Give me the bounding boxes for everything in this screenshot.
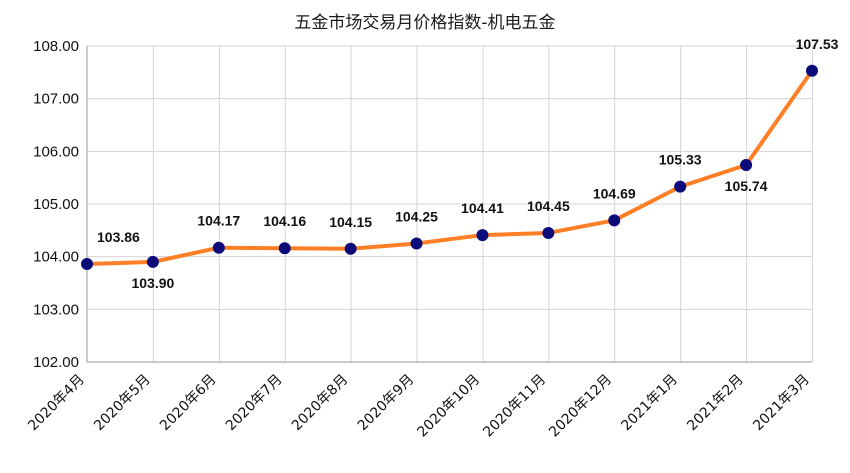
x-tick-label: 2020年5月 bbox=[91, 372, 154, 435]
data-point bbox=[542, 226, 555, 239]
data-point bbox=[674, 180, 687, 193]
data-point bbox=[81, 258, 93, 271]
x-tick-label: 2020年8月 bbox=[289, 372, 352, 435]
data-label: 104.69 bbox=[593, 185, 636, 201]
x-tick-label: 2020年9月 bbox=[355, 372, 418, 435]
data-point bbox=[740, 159, 753, 172]
data-label: 105.74 bbox=[725, 178, 768, 194]
series-line bbox=[86, 69, 814, 267]
x-tick-label: 2021年2月 bbox=[684, 372, 747, 435]
chart-title: 五金市场交易月价格指数-机电五金 bbox=[294, 13, 555, 33]
data-label: 107.53 bbox=[796, 36, 839, 52]
data-label: 104.45 bbox=[527, 198, 570, 214]
y-axis-ticks: 102.00 103.00 104.00 105.00 106.00 107.00 108.… bbox=[33, 38, 79, 371]
y-tick-label: 108.00 bbox=[33, 38, 79, 55]
data-label: 105.33 bbox=[659, 152, 702, 168]
x-tick-label: 2020年11月 bbox=[480, 372, 549, 441]
gridlines bbox=[86, 45, 813, 363]
data-label: 104.16 bbox=[263, 213, 306, 229]
x-tick-label: 2020年6月 bbox=[157, 372, 220, 435]
x-tick-label: 2021年1月 bbox=[618, 372, 681, 435]
data-point bbox=[608, 214, 621, 227]
data-points bbox=[81, 64, 818, 271]
x-tick-label: 2020年10月 bbox=[414, 372, 483, 441]
data-label: 103.90 bbox=[131, 275, 174, 291]
data-labels: 103.86 103.90 104.17 104.16 104.15 104.25 104.… bbox=[97, 36, 839, 291]
x-tick-label: 2020年7月 bbox=[223, 372, 286, 435]
x-tick-label: 2021年3月 bbox=[750, 372, 813, 435]
x-tick-label: 2020年4月 bbox=[25, 372, 88, 435]
data-point bbox=[806, 64, 818, 77]
data-label: 103.86 bbox=[97, 229, 140, 245]
data-label: 104.17 bbox=[197, 213, 240, 229]
y-tick-label: 107.00 bbox=[33, 91, 79, 108]
data-point bbox=[278, 242, 291, 255]
data-label: 104.25 bbox=[395, 209, 438, 225]
data-point bbox=[146, 255, 159, 268]
y-tick-label: 102.00 bbox=[33, 354, 79, 371]
y-tick-label: 104.00 bbox=[33, 249, 79, 266]
y-tick-label: 106.00 bbox=[33, 143, 79, 160]
data-point bbox=[212, 241, 225, 254]
y-tick-label: 105.00 bbox=[33, 196, 79, 213]
data-point bbox=[410, 237, 423, 250]
x-axis-ticks: 2020年4月 2020年5月 2020年6月 2020年7月 2020年8月 2020年… bbox=[25, 372, 813, 441]
data-point bbox=[344, 242, 357, 255]
x-tick-label: 2020年12月 bbox=[546, 372, 615, 441]
data-point bbox=[476, 229, 489, 242]
data-label: 104.15 bbox=[329, 214, 372, 230]
data-label: 104.41 bbox=[461, 200, 504, 216]
y-tick-label: 103.00 bbox=[33, 301, 79, 318]
series-path bbox=[86, 69, 814, 267]
